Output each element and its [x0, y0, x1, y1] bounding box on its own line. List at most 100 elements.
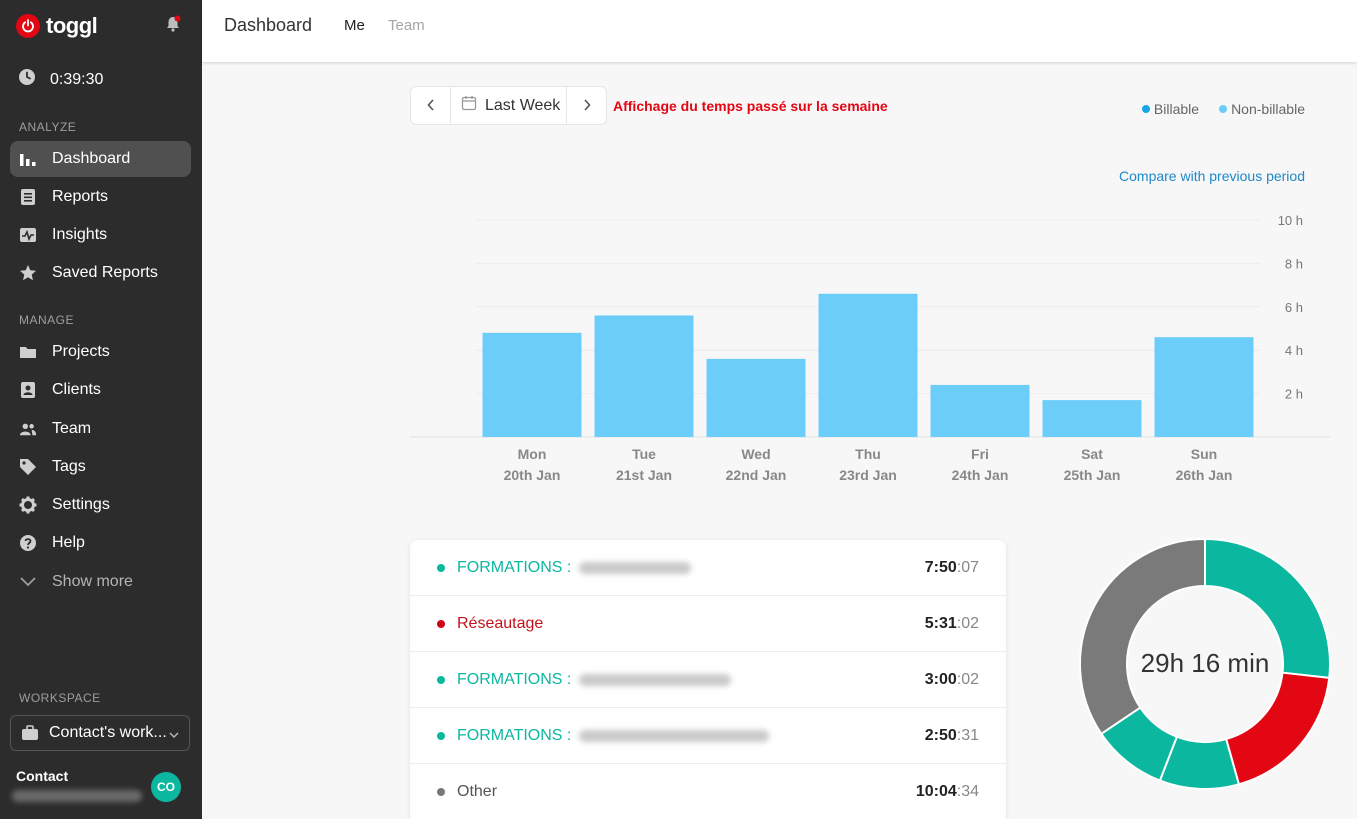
briefcase-icon	[21, 725, 39, 741]
tag-icon	[19, 458, 37, 476]
sidebar-item-label: Clients	[52, 381, 101, 398]
list-item[interactable]: Réseautage 5:31:02	[410, 596, 1006, 652]
x-tick-sublabel: 20th Jan	[504, 467, 561, 483]
list-item[interactable]: FORMATIONS : 2:50:31	[410, 708, 1006, 764]
project-name: FORMATIONS :	[457, 558, 572, 576]
help-icon	[19, 534, 37, 552]
x-tick-sublabel: 23rd Jan	[839, 467, 897, 483]
bar	[930, 384, 1030, 437]
chevron-right-icon	[583, 98, 591, 114]
x-tick-label: Wed	[741, 446, 770, 462]
list-item[interactable]: FORMATIONS : 3:00:02	[410, 652, 1006, 708]
date-range-label: Last Week	[485, 96, 561, 114]
sidebar-item-dashboard[interactable]: Dashboard	[10, 141, 191, 177]
sidebar-item-tags[interactable]: Tags	[10, 449, 191, 485]
running-timer[interactable]: 0:39:30	[18, 68, 103, 91]
folder-icon	[19, 343, 37, 361]
chart-legend: Billable Non-billable	[1122, 101, 1305, 117]
chevron-down-icon	[169, 726, 179, 744]
next-period-button[interactable]	[567, 87, 606, 124]
duration-seconds: :31	[956, 726, 979, 744]
x-tick-label: Tue	[632, 446, 656, 462]
sidebar-item-label: Dashboard	[52, 150, 131, 167]
sidebar-item-help[interactable]: Help	[10, 525, 191, 561]
x-tick-label: Mon	[518, 446, 547, 462]
annotation-text: Affichage du temps passé sur la semaine	[613, 98, 888, 114]
user-email-redacted	[12, 790, 142, 802]
sidebar-item-insights[interactable]: Insights	[10, 217, 191, 253]
x-tick-label: Fri	[971, 446, 989, 462]
tab-team[interactable]: Team	[388, 17, 425, 34]
legend-label: Non-billable	[1231, 101, 1305, 117]
x-tick-sublabel: 25th Jan	[1064, 467, 1121, 483]
previous-period-button[interactable]	[411, 87, 450, 124]
sidebar-item-label: Settings	[52, 496, 110, 513]
gear-icon	[19, 496, 37, 514]
workspace-select[interactable]: Contact's work...	[10, 715, 190, 751]
legend-dot	[1141, 105, 1150, 113]
sidebar-item-clients[interactable]: Clients	[10, 372, 191, 408]
app-logo[interactable]: toggl	[16, 12, 186, 40]
date-range-picker: Last Week	[410, 86, 607, 125]
bar	[706, 358, 806, 437]
legend-label: Billable	[1153, 101, 1200, 117]
duration-seconds: :07	[956, 558, 979, 576]
sidebar-item-label: Projects	[52, 343, 110, 360]
legend-dot	[1219, 105, 1228, 113]
y-tick-label: 4 h	[1285, 343, 1303, 358]
x-tick-sublabel: 21st Jan	[616, 467, 672, 483]
pulse-icon	[19, 226, 37, 244]
document-icon	[19, 188, 37, 206]
page-title: Dashboard	[224, 15, 313, 35]
project-name: Other	[457, 782, 498, 800]
avatar[interactable]: CO	[151, 772, 181, 802]
total-duration: 29h 16 min	[1140, 648, 1270, 678]
bar	[594, 315, 694, 437]
date-range-button[interactable]: Last Week	[450, 87, 567, 124]
sidebar-item-team[interactable]: Team	[10, 411, 191, 447]
sidebar-item-show-more[interactable]: Show more	[10, 564, 191, 600]
tab-me[interactable]: Me	[344, 17, 365, 34]
sidebar: toggl 0:39:30 ANALYZE Dashboard Reports …	[0, 0, 202, 819]
bar	[482, 332, 582, 437]
bar	[1042, 400, 1142, 437]
bell-icon[interactable]	[163, 14, 183, 34]
redacted-task-name	[579, 729, 770, 742]
workspace-name: Contact's work...	[49, 724, 167, 741]
duration-hours: 10:04	[915, 782, 957, 800]
project-color-dot	[437, 675, 445, 684]
analyze-section-label: ANALYZE	[19, 120, 77, 134]
x-tick-label: Sat	[1081, 446, 1103, 462]
donut-segment[interactable]	[1204, 537, 1331, 680]
client-card-icon	[19, 381, 37, 399]
sidebar-item-saved-reports[interactable]: Saved Reports	[10, 255, 191, 291]
duration-hours: 3:00	[924, 670, 957, 688]
x-tick-sublabel: 24th Jan	[952, 467, 1009, 483]
sidebar-item-reports[interactable]: Reports	[10, 179, 191, 215]
compare-previous-link[interactable]: Compare with previous period	[1119, 168, 1305, 184]
sidebar-item-label: Saved Reports	[52, 264, 158, 281]
donut-chart	[1079, 537, 1331, 790]
manage-section-label: MANAGE	[19, 313, 75, 327]
y-tick-label: 6 h	[1285, 300, 1303, 315]
redacted-task-name	[579, 673, 732, 686]
list-item[interactable]: FORMATIONS : 7:50:07	[410, 540, 1006, 596]
duration: 5:31:02	[925, 615, 979, 633]
project-color-dot	[437, 563, 445, 572]
bar-chart: 2 h 4 h 6 h 8 h 10 h Mon 20th Jan Tue 21st Jan We…	[410, 213, 1330, 483]
legend-item-billable: Billable	[1141, 101, 1200, 117]
chevron-down-icon	[19, 573, 37, 591]
app-name: toggl	[46, 13, 98, 38]
project-color-dot	[437, 731, 445, 740]
sidebar-item-projects[interactable]: Projects	[10, 334, 191, 370]
donut-segment[interactable]	[1079, 537, 1206, 736]
project-name: FORMATIONS :	[457, 726, 572, 744]
duration-seconds: :34	[956, 782, 979, 800]
donut-segment[interactable]	[1224, 671, 1331, 786]
workspace-section-label: WORKSPACE	[19, 691, 101, 705]
duration-hours: 7:50	[924, 558, 957, 576]
list-item[interactable]: Other 10:04:34	[410, 764, 1006, 819]
sidebar-item-label: Show more	[52, 573, 133, 590]
sidebar-item-settings[interactable]: Settings	[10, 487, 191, 523]
top-header: Dashboard Me Team	[202, 0, 1357, 62]
